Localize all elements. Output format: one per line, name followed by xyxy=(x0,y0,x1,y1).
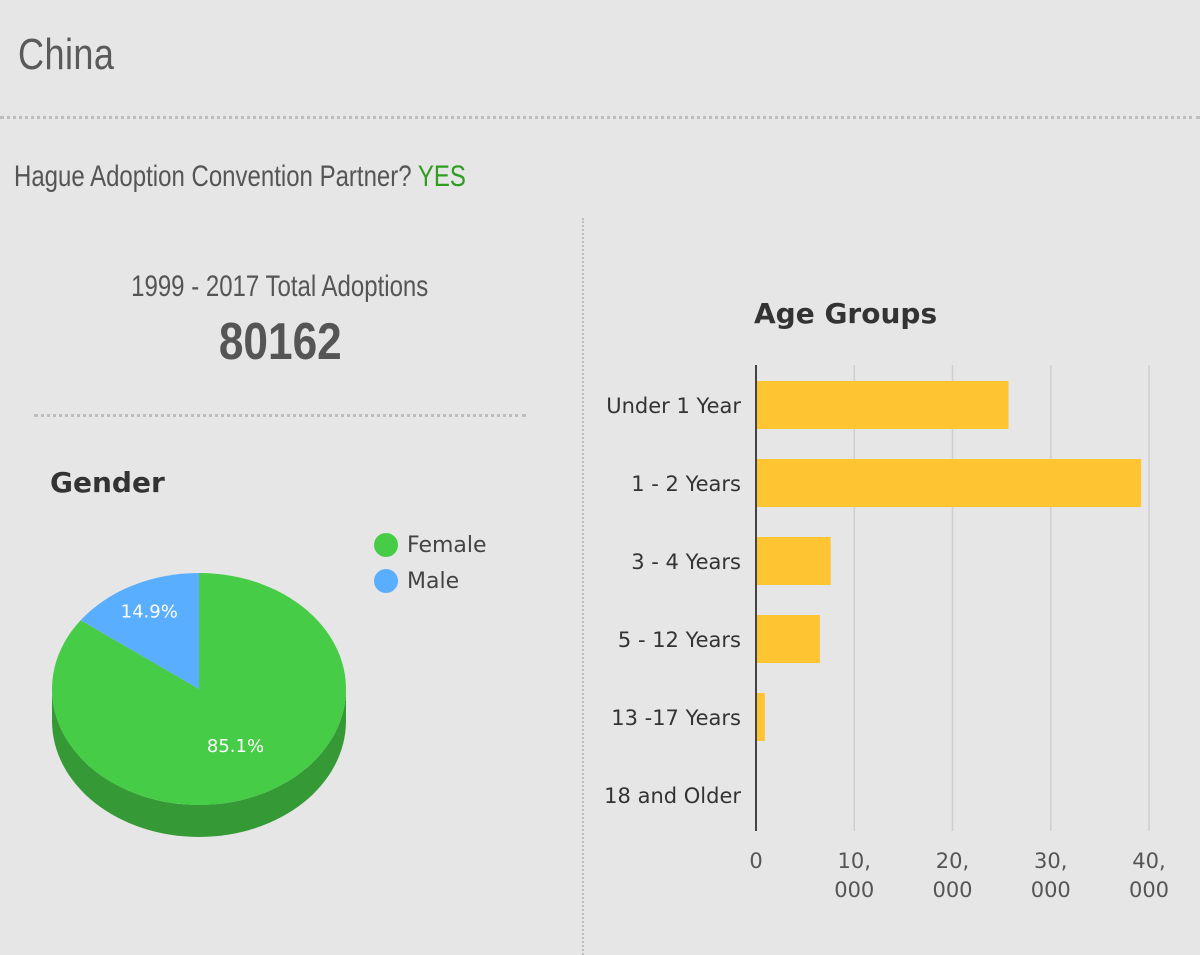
legend-label-male: Male xyxy=(407,568,460,594)
hague-label: Hague Adoption Convention Partner? xyxy=(14,160,412,193)
tick-label: 000 xyxy=(1031,878,1071,902)
pie-label-female: 85.1% xyxy=(207,736,264,757)
hague-status: Hague Adoption Convention Partner? YES xyxy=(14,160,466,194)
tick-label: 000 xyxy=(834,878,874,902)
total-adoptions-label: 1999 - 2017 Total Adoptions xyxy=(131,270,429,303)
tick-label: 0 xyxy=(749,849,762,873)
total-adoptions-value: 80162 xyxy=(218,313,342,371)
tick-label: 20, xyxy=(936,849,969,873)
page-title: China xyxy=(18,30,115,79)
category-label: Under 1 Year xyxy=(606,394,741,418)
gender-chart-title: Gender xyxy=(50,466,165,499)
tick-label: 10, xyxy=(838,849,871,873)
tick-label: 000 xyxy=(1129,878,1169,902)
bar-3 xyxy=(757,615,820,663)
gender-legend: Female Male xyxy=(374,527,487,599)
legend-swatch-female xyxy=(374,533,398,557)
pie-side xyxy=(52,689,346,837)
category-label: 5 - 12 Years xyxy=(618,628,741,652)
bar-4 xyxy=(757,693,765,741)
category-label: 13 -17 Years xyxy=(611,706,741,730)
legend-label-female: Female xyxy=(407,532,487,558)
bar-0 xyxy=(757,381,1009,429)
pie-slice-male xyxy=(80,573,199,689)
legend-item-male[interactable]: Male xyxy=(374,563,487,599)
tick-label: 40, xyxy=(1132,849,1165,873)
bar-2 xyxy=(757,537,831,585)
category-label: 1 - 2 Years xyxy=(631,472,741,496)
bar-1 xyxy=(757,459,1142,507)
tick-label: 000 xyxy=(932,878,972,902)
category-label: 3 - 4 Years xyxy=(631,550,741,574)
pie-label-male: 14.9% xyxy=(121,601,178,622)
legend-item-female[interactable]: Female xyxy=(374,527,487,563)
column-divider xyxy=(582,218,584,955)
tick-label: 30, xyxy=(1034,849,1067,873)
section-divider xyxy=(34,414,526,417)
category-label: 18 and Older xyxy=(604,784,741,808)
hague-value: YES xyxy=(417,160,466,193)
header-divider xyxy=(0,116,1200,119)
age-chart-title: Age Groups xyxy=(754,297,938,330)
legend-swatch-male xyxy=(374,569,398,593)
